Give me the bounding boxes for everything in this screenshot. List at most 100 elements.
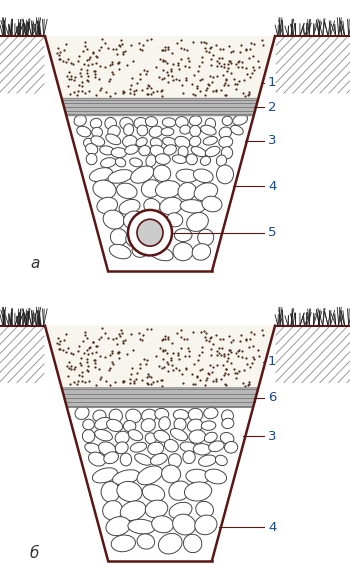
Point [249,68,255,78]
Point [66,357,72,367]
Ellipse shape [135,454,152,465]
Point [144,66,150,75]
Point [190,80,195,89]
Point [69,58,74,68]
Point [110,59,115,68]
Point [68,364,74,373]
Point [110,44,116,54]
Point [144,83,149,92]
Point [149,379,154,388]
Point [197,75,203,85]
Point [174,328,180,338]
Point [68,74,74,84]
Point [160,345,166,355]
Point [220,44,226,54]
Point [133,85,139,94]
Point [215,71,220,80]
Point [158,86,164,95]
Point [178,343,183,353]
Point [183,75,189,84]
Point [160,45,166,54]
Ellipse shape [159,534,182,554]
Point [225,80,230,90]
Point [156,362,162,371]
Ellipse shape [189,430,206,443]
Ellipse shape [106,134,121,144]
Ellipse shape [145,500,168,518]
Point [230,336,236,345]
Point [226,63,231,73]
Point [141,65,146,74]
Point [207,333,212,342]
Point [63,40,69,49]
Point [131,87,136,96]
Point [208,345,213,354]
Point [55,333,61,342]
Point [84,75,90,85]
Ellipse shape [175,136,190,149]
Point [89,349,95,358]
Ellipse shape [137,534,155,549]
Point [219,343,225,352]
Point [213,85,218,94]
Point [148,373,153,382]
Point [93,51,99,61]
Point [87,342,93,352]
Point [213,330,219,339]
Point [141,355,146,364]
Point [222,81,227,90]
Point [249,358,255,367]
Point [196,350,202,360]
Ellipse shape [203,136,217,145]
Point [214,350,220,360]
Point [102,352,108,362]
Point [256,352,262,361]
Point [243,353,249,363]
Point [170,59,176,68]
Point [57,344,63,353]
Point [154,87,160,96]
Ellipse shape [115,431,129,444]
Ellipse shape [90,118,102,129]
Point [55,338,60,347]
Point [210,73,216,82]
Point [143,359,149,369]
Point [131,56,136,66]
Point [107,363,113,373]
Point [86,376,92,386]
Ellipse shape [101,481,120,502]
Point [154,376,160,386]
Ellipse shape [108,126,120,137]
Point [75,86,80,95]
Point [202,380,208,389]
Point [220,334,226,343]
Point [72,364,77,374]
Ellipse shape [222,116,232,126]
Point [80,82,85,91]
Point [165,70,170,80]
Point [105,333,111,343]
Ellipse shape [169,503,192,519]
Point [213,374,218,384]
Point [255,56,261,66]
Point [216,343,222,353]
Ellipse shape [106,419,122,432]
Point [239,346,244,356]
Point [175,348,181,357]
Point [207,71,212,81]
Point [226,331,232,340]
Point [247,45,253,54]
Point [164,357,170,366]
Point [150,377,156,387]
Point [144,373,149,382]
Point [184,45,189,54]
Point [145,35,150,44]
Point [196,61,202,70]
Ellipse shape [82,429,95,443]
Point [64,361,70,370]
Point [178,54,183,63]
Ellipse shape [136,137,147,147]
Point [202,37,207,46]
Point [238,330,244,339]
Point [99,324,104,333]
